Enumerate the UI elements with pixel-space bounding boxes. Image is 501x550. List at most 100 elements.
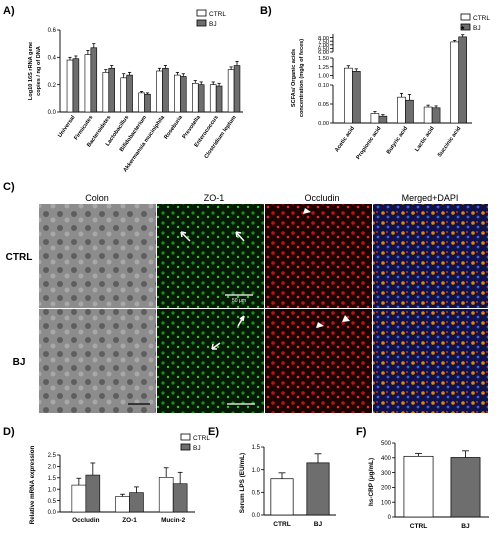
- chart-b-y-tick-label: 1.50: [318, 56, 329, 62]
- arrowhead-icon: [316, 322, 324, 328]
- chart-b-y-tick-label: 1.25: [318, 65, 329, 71]
- chart-a-bar-ctrl: [227, 69, 235, 113]
- micrograph-merged-ctrl: [373, 204, 488, 308]
- chart-b-y-tick-label: 1.00: [318, 74, 329, 80]
- chart-e-y-tick-label: 1.5: [252, 445, 261, 451]
- col-header-zo1: ZO-1: [204, 193, 225, 203]
- arrow-icon: [180, 231, 191, 242]
- row-label-ctrl: CTRL: [6, 252, 33, 263]
- micrograph-colon-ctrl: [39, 204, 156, 308]
- chart-a-bar-ctrl: [120, 77, 127, 113]
- micrograph-occludin-ctrl: [265, 204, 372, 308]
- chart-e-y-tick-label: 1.0: [252, 468, 261, 474]
- chart-a-y-tick-label: 0.6: [48, 28, 57, 34]
- legend-a-ctrl-swatch: [196, 9, 207, 17]
- col-header-occludin: Occludin: [304, 193, 339, 203]
- chart-f-y-tick-label: 300: [381, 471, 392, 477]
- chart-b-x-tick-label: Butyric acid: [386, 125, 410, 155]
- micrograph-colon-bj: [39, 309, 156, 413]
- chart-a-bar-bj: [72, 58, 80, 113]
- chart-d-bar-bj: [172, 483, 188, 513]
- chart-b-bar-bj: [458, 36, 467, 124]
- panel-label-a: A): [3, 5, 15, 17]
- chart-f-x-tick-label: CTRL: [410, 523, 428, 530]
- chart-a-x-tick-label: Universal: [57, 114, 77, 138]
- chart-a-bar-ctrl: [209, 84, 217, 113]
- row-label-bj: BJ: [13, 357, 26, 368]
- chart-f-y-tick-label: 200: [381, 486, 392, 492]
- chart-e-bar-bj: [306, 462, 330, 516]
- chart-b-y-axis-label: SCFAs/ Organic acids concentration (mg/g …: [291, 39, 305, 117]
- chart-a-y-tick-label: 0.4: [48, 56, 57, 62]
- legend-d-bj-swatch: [180, 443, 191, 451]
- chart-d-y-tick-label: 0.0: [48, 510, 57, 516]
- chart-f-y-axis-label: hs-CRP (μg/mL): [368, 458, 375, 506]
- legend-b-ctrl-swatch: [460, 13, 471, 21]
- chart-a-bar-bj: [144, 93, 151, 113]
- chart-b-bar-ctrl: [423, 106, 433, 124]
- chart-f-bar-ctrl: [403, 455, 434, 518]
- chart-b-y-tick-label: 7.00: [318, 43, 329, 49]
- chart-b-y-tick-label: 0.05: [318, 102, 329, 108]
- chart-d-y-axis-label: Relative mRNA expression: [29, 446, 36, 525]
- chart-e-y-tick-label: 0.5: [252, 491, 261, 497]
- chart-b-y-tick-label: 6.00: [318, 50, 329, 56]
- chart-b-bar-bj: [351, 71, 361, 124]
- micrograph-merged-bj: [373, 309, 488, 413]
- chart-d-bar-ctrl: [71, 484, 87, 513]
- micrograph-zo1-ctrl: [157, 204, 264, 308]
- chart-a-bar-bj: [108, 67, 115, 113]
- legend-a-ctrl-label: CTRL: [209, 11, 226, 18]
- chart-b-x-tick-label: Acetic acid: [334, 125, 356, 153]
- chart-d-y-tick-label: 0.5: [48, 499, 57, 505]
- arrow-icon: [211, 342, 221, 350]
- chart-d: 0.0 0.5 1.0 1.5 2.0 2.5 Relative mRNA expressi…: [29, 446, 195, 525]
- chart-e-x-tick-label: BJ: [314, 521, 323, 528]
- chart-d-bar-bj: [85, 474, 101, 513]
- chart-b-significance-marker: *: [461, 25, 465, 35]
- chart-b-bar-bj: [405, 99, 414, 124]
- chart-a-bar-bj: [215, 85, 223, 113]
- chart-e-bar-ctrl: [270, 478, 294, 516]
- chart-e-x-tick-label: CTRL: [273, 521, 291, 528]
- chart-a-y-tick-label: 0.0: [48, 110, 57, 116]
- legend-b-ctrl-label: CTRL: [473, 15, 490, 22]
- arrowhead-icon: [342, 315, 350, 322]
- chart-a-y-axis-label: Log10 16S rRNA gene copies / ng of DNA: [28, 42, 42, 100]
- arrow-icon: [235, 231, 245, 242]
- legend-a-bj-label: BJ: [209, 21, 217, 28]
- chart-d-x-tick-label: Mucin-2: [161, 517, 186, 524]
- chart-f-x-tick-label: BJ: [461, 523, 470, 530]
- chart-d-y-tick-label: 1.5: [48, 476, 57, 482]
- micrograph-zo1-bj: [157, 309, 264, 413]
- chart-b-y-tick-label: 7.50: [318, 39, 329, 45]
- chart-b-x-tick-label: Lactic acid: [414, 125, 436, 153]
- chart-b: 6.006.507.007.508.00 1.00 1.25 1.50 0.00 0.05…: [291, 25, 472, 161]
- chart-b-x-tick-label: Propionic acid: [356, 125, 383, 160]
- panel-label-e: E): [208, 426, 219, 438]
- chart-d-bar-ctrl: [115, 496, 130, 513]
- legend-d-bj-label: BJ: [193, 445, 201, 452]
- chart-d-x-tick-label: Occludin: [72, 517, 99, 524]
- col-header-merged: Merged+DAPI: [402, 193, 459, 203]
- arrow-icon: [237, 315, 245, 327]
- chart-d-y-tick-label: 2.5: [48, 453, 57, 459]
- chart-e: 0.0 0.5 1.0 1.5 Serum LPS (EU/mL) CTRL BJ: [239, 445, 336, 528]
- chart-e-y-axis-label: Serum LPS (EU/mL): [239, 453, 246, 513]
- chart-d-bar-bj: [129, 492, 144, 513]
- chart-a-y-tick-label: 0.2: [48, 83, 57, 89]
- scale-bar-label: 50 μm: [232, 298, 246, 304]
- legend-d-ctrl-swatch: [180, 433, 191, 441]
- panel-label-f: F): [356, 426, 367, 438]
- panel-label-d: D): [3, 426, 15, 438]
- chart-a-bar-ctrl: [156, 70, 163, 113]
- chart-b-bar-ctrl: [397, 96, 406, 124]
- chart-a: 0.0 0.2 0.4 0.6 Log10 16S rRNA gene copies / …: [28, 28, 243, 173]
- legend-b: CTRL BJ: [460, 13, 490, 32]
- chart-d-x-tick-label: ZO-1: [122, 517, 137, 524]
- chart-b-bar-ctrl: [344, 67, 353, 124]
- chart-b-y-tick-label: 0.10: [318, 83, 329, 89]
- chart-a-bar-bj: [126, 74, 133, 113]
- chart-f-y-tick-label: 100: [381, 500, 392, 506]
- chart-b-y-tick-label: 8.00: [318, 36, 329, 42]
